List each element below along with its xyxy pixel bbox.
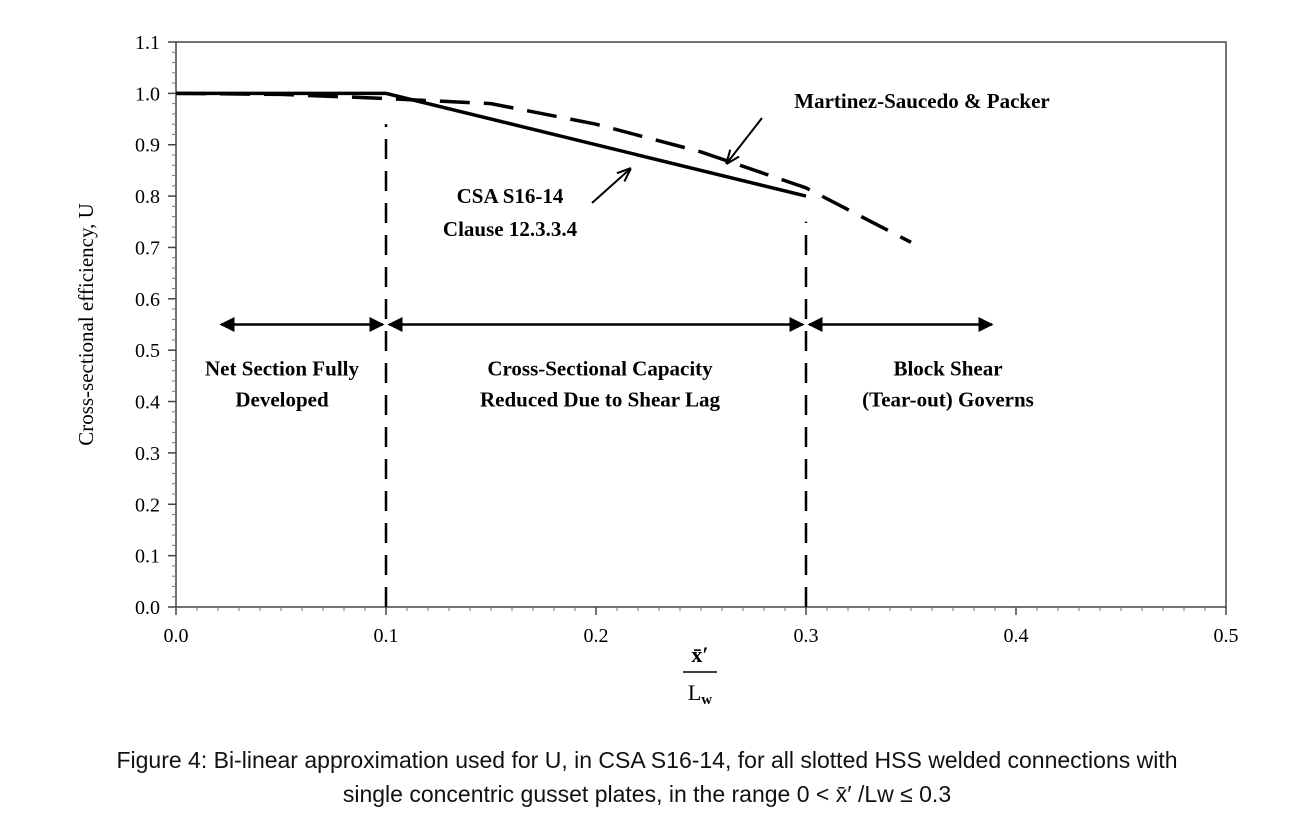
y-tick-label: 0.1 — [135, 546, 160, 568]
region-label-line2: Reduced Due to Shear Lag — [480, 388, 720, 412]
x-tick-label: 0.3 — [794, 625, 819, 647]
y-tick-label: 0.4 — [135, 392, 160, 414]
x-tick-label: 0.1 — [374, 625, 399, 647]
annotation-martinez-saucedo-packer: Martinez-Saucedo & Packer — [794, 89, 1049, 113]
annotation-arrow — [727, 117, 763, 163]
annotation-csa-line2: Clause 12.3.3.4 — [443, 217, 578, 241]
y-tick-label: 0.5 — [135, 340, 160, 362]
y-tick-label: 0.9 — [135, 135, 160, 157]
y-tick-label: 1.1 — [135, 32, 160, 54]
y-tick-label: 0.6 — [135, 289, 160, 311]
region-label-line1: Net Section Fully — [205, 357, 359, 381]
y-tick-label: 1.0 — [135, 83, 160, 105]
y-tick-label: 0.8 — [135, 186, 160, 208]
figure-caption-line-2: single concentric gusset plates, in the … — [342, 781, 952, 807]
region-label-line2: Developed — [235, 388, 329, 412]
figure-caption-line-1: Figure 4: Bi-linear approximation used f… — [116, 747, 1178, 773]
y-tick-label: 0.2 — [135, 494, 160, 516]
x-axis-label-denominator: Lw — [688, 680, 712, 708]
y-tick-label: 0.7 — [135, 237, 160, 259]
annotation-csa-line1: CSA S16-14 — [457, 184, 564, 208]
y-axis-label: Cross-sectional efficiency, U — [74, 203, 98, 446]
series-line-csa-s16-14 — [176, 91, 807, 198]
y-tick-label: 0.0 — [135, 597, 160, 619]
region-label-line2: (Tear-out) Governs — [862, 388, 1034, 412]
x-tick-label: 0.4 — [1004, 625, 1029, 647]
chart: 0.0 0.1 0.2 0.3 0.4 0.5 0.6 0.7 0.8 0.9 1.0 1.1 0.0 0… — [74, 32, 1239, 708]
x-tick-label: 0.2 — [584, 625, 609, 647]
x-tick-label: 0.5 — [1214, 625, 1239, 647]
y-tick-label: 0.3 — [135, 443, 160, 465]
region-label-line1: Block Shear — [893, 357, 1002, 381]
region-label-line1: Cross-Sectional Capacity — [487, 357, 713, 381]
series-line-martinez-saucedo-packer — [175, 91, 912, 244]
annotation-arrow — [591, 169, 630, 204]
x-axis-label-subscript: w — [701, 692, 712, 708]
x-tick-label: 0.0 — [164, 625, 189, 647]
x-axis-label-numerator: x̄′ — [691, 642, 708, 667]
